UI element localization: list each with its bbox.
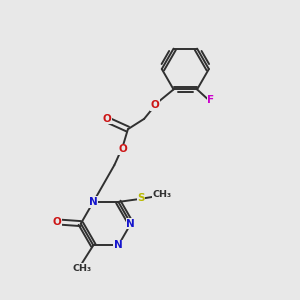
Text: N: N — [127, 219, 135, 229]
Text: N: N — [89, 197, 98, 207]
Text: O: O — [151, 100, 159, 110]
Text: O: O — [102, 114, 111, 124]
Text: CH₃: CH₃ — [153, 190, 172, 199]
Text: CH₃: CH₃ — [73, 264, 92, 273]
Text: N: N — [114, 240, 123, 250]
Text: O: O — [52, 217, 61, 227]
Text: F: F — [207, 95, 214, 105]
Text: S: S — [137, 193, 145, 202]
Text: O: O — [118, 144, 127, 154]
